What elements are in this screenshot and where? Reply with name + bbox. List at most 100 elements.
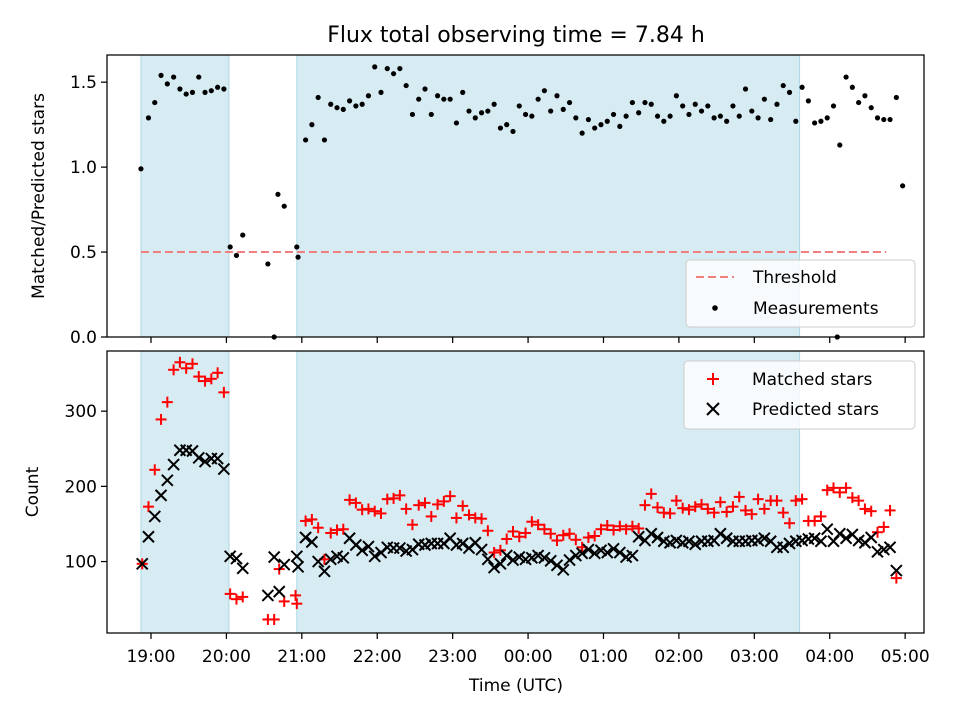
- measurement-point: [812, 120, 818, 126]
- measurement-point: [510, 128, 516, 135]
- matched-stars-point: [664, 507, 676, 519]
- predicted-stars-point: [632, 530, 645, 543]
- measurement-point: [202, 89, 208, 95]
- measurement-point: [409, 111, 416, 118]
- measurement-point: [573, 115, 579, 121]
- matched-stars-point: [488, 547, 500, 559]
- predicted-stars-point: [261, 589, 275, 602]
- predicted-stars-point: [506, 553, 520, 567]
- matched-stars-point: [545, 528, 557, 540]
- predicted-stars-point: [839, 532, 853, 545]
- top-x-ticks: [150, 337, 906, 343]
- predicted-stars-point: [494, 557, 507, 571]
- measurement-point: [447, 96, 453, 102]
- measurement-point: [868, 105, 874, 111]
- matched-stars-point: [237, 591, 249, 603]
- matched-stars-point: [369, 505, 381, 517]
- predicted-stars-point: [833, 527, 846, 540]
- measurement-point: [522, 111, 529, 118]
- measurement-point: [434, 93, 441, 99]
- predicted-stars-point: [475, 543, 488, 556]
- predicted-stars-point: [311, 555, 325, 568]
- measurement-point: [221, 86, 227, 92]
- measurement-point: [592, 125, 598, 131]
- measurement-point: [629, 99, 635, 106]
- measurement-point: [705, 103, 711, 109]
- measurement-point: [724, 118, 730, 124]
- predicted-stars-point: [821, 523, 834, 536]
- measurement-point: [585, 116, 592, 123]
- measurement-point: [353, 103, 359, 109]
- matched-stars-point: [205, 373, 217, 385]
- y-tick-label: 300: [65, 402, 97, 422]
- matched-stars-point: [180, 362, 192, 374]
- measurement-point: [692, 101, 698, 107]
- predicted-stars-point: [198, 455, 212, 468]
- measurement-point: [856, 99, 862, 106]
- predicted-stars-point: [714, 527, 727, 540]
- measurement-point: [275, 191, 281, 197]
- measurement-point: [818, 118, 824, 124]
- matched-stars-point: [878, 521, 890, 533]
- predicted-stars-point: [393, 541, 407, 555]
- matched-stars-point: [884, 504, 896, 516]
- matched-stars-point: [796, 493, 808, 505]
- top-axes-frame: [106, 54, 925, 338]
- measurement-point: [516, 103, 522, 109]
- predicted-stars-point: [291, 560, 305, 574]
- measurement-point: [535, 96, 541, 102]
- x-tick-label: 02:00: [654, 647, 703, 667]
- measurement-point: [774, 101, 780, 107]
- top-panel: 0.0 0.5 1.0 1.5 Matched/Predicted stars Thr…: [29, 54, 925, 348]
- matched-stars-point: [608, 524, 620, 536]
- measurement-point: [830, 103, 837, 109]
- x-tick-label: 04:00: [805, 647, 854, 667]
- predicted-stars-point: [217, 462, 231, 476]
- measurement-point: [504, 122, 510, 128]
- measurement-point: [849, 84, 855, 90]
- measurement-point: [478, 110, 485, 116]
- matched-stars-point: [696, 498, 708, 510]
- measurement-point: [295, 254, 301, 260]
- x-tick-label: 19:00: [126, 647, 175, 667]
- matched-stars-point: [740, 504, 752, 516]
- shaded-interval: [140, 351, 229, 633]
- bottom-legend: Matched stars Predicted stars: [683, 360, 916, 430]
- matched-stars-point: [394, 489, 406, 501]
- measurement-point: [749, 108, 755, 114]
- matched-stars-point: [413, 499, 425, 511]
- matched-stars-point: [834, 486, 846, 498]
- predicted-stars-point: [299, 531, 312, 544]
- matched-stars-point: [494, 544, 506, 556]
- measurement-point: [497, 125, 504, 131]
- predicted-stars-point: [148, 510, 161, 523]
- measurement-point: [604, 118, 610, 124]
- measurement-point: [441, 96, 447, 102]
- matched-stars-point: [149, 464, 161, 476]
- legend-measurements-label: Measurements: [753, 299, 879, 319]
- measurement-point: [579, 130, 585, 136]
- measurement-point: [648, 101, 654, 107]
- predicted-stars-point: [368, 550, 381, 563]
- predicted-stars-point: [272, 585, 286, 598]
- measurement-point: [240, 232, 246, 238]
- matched-stars-point: [444, 490, 456, 502]
- measurement-point: [642, 99, 648, 106]
- measurement-point: [466, 108, 472, 114]
- matched-stars-point: [507, 525, 519, 537]
- predicted-stars-point: [626, 549, 639, 562]
- measurement-point: [793, 118, 799, 124]
- x-tick-label: 21:00: [277, 647, 326, 667]
- matched-stars-point: [702, 503, 714, 515]
- matched-stars-point: [230, 593, 242, 605]
- matched-stars-point: [520, 527, 532, 539]
- predicted-stars-point: [538, 551, 551, 565]
- measurement-point: [768, 116, 774, 123]
- matched-stars-point: [733, 491, 745, 503]
- measurement-point: [711, 115, 717, 121]
- measurement-point: [529, 113, 535, 119]
- measurement-point: [453, 120, 460, 126]
- predicted-stars-point: [550, 559, 564, 572]
- predicted-stars-point: [682, 535, 696, 548]
